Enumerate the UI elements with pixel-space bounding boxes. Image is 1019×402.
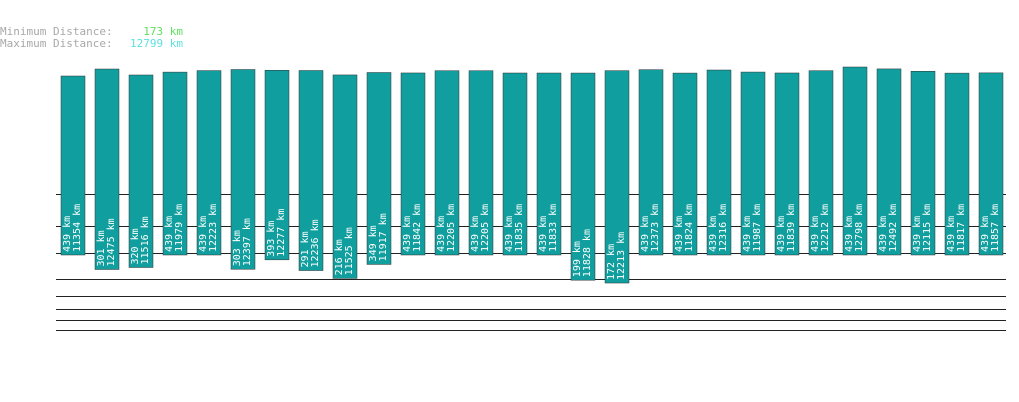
range-bar: [94, 68, 120, 270]
max-label: 12213 km: [616, 232, 627, 280]
min-label: 439 km: [708, 216, 719, 252]
max-label: 11525 km: [344, 227, 355, 275]
min-label: 439 km: [164, 216, 175, 252]
max-label: 11833 km: [548, 204, 559, 252]
range-bar: [978, 72, 1004, 256]
range-bar: [774, 72, 800, 256]
min-label: Minimum Distance:: [0, 25, 113, 38]
max-label: 11824 km: [684, 204, 695, 252]
min-label: 303 km: [232, 230, 243, 266]
min-label: 439 km: [810, 216, 821, 252]
range-bar: [366, 72, 392, 265]
max-label: 11979 km: [174, 204, 185, 252]
range-bar: [298, 70, 324, 271]
max-label: 12205 km: [480, 204, 491, 252]
max-label: 11857 km: [990, 204, 1001, 252]
max-label: 12223 km: [208, 204, 219, 252]
range-bar: [570, 72, 596, 281]
range-bar: [706, 69, 732, 256]
max-label: 11842 km: [412, 204, 423, 252]
range-bar: [264, 69, 290, 261]
min-label: 199 km: [572, 241, 583, 277]
min-label: 439 km: [640, 216, 651, 252]
max-label: 12316 km: [718, 204, 729, 252]
min-label: 439 km: [470, 216, 481, 252]
max-label: 12212 km: [820, 204, 831, 252]
max-label: 11516 km: [140, 216, 151, 264]
min-label: 439 km: [946, 216, 957, 252]
max-label: 11839 km: [786, 204, 797, 252]
range-bar: [230, 69, 256, 270]
range-bar: [162, 71, 188, 256]
max-value: 12799 km: [130, 37, 183, 50]
min-label: 439 km: [878, 216, 889, 252]
range-bar: [434, 70, 460, 256]
max-label: 12397 km: [242, 218, 253, 266]
min-label: 172 km: [606, 244, 617, 280]
range-bar: [944, 72, 970, 256]
min-label: 439 km: [538, 216, 549, 252]
range-bar: [502, 72, 528, 256]
min-label: 439 km: [844, 216, 855, 252]
min-label: 439 km: [402, 216, 413, 252]
max-label: 12236 km: [310, 219, 321, 267]
max-label: 12277 km: [276, 209, 287, 257]
min-label: 439 km: [912, 216, 923, 252]
max-label: 12115 km: [922, 204, 933, 252]
min-label: 320 km: [130, 228, 141, 264]
min-label: 393 km: [266, 221, 277, 257]
range-bar: [400, 72, 426, 256]
max-label: 12205 km: [446, 204, 457, 252]
max-label: 11835 km: [514, 204, 525, 252]
range-bar: [196, 70, 222, 256]
max-label: 12492 km: [888, 204, 899, 252]
range-bar: [468, 70, 494, 256]
max-label: 11817 km: [956, 204, 967, 252]
min-label: 216 km: [334, 239, 345, 275]
min-label: 439 km: [504, 216, 515, 252]
min-label: 439 km: [674, 216, 685, 252]
range-bar: [128, 74, 154, 268]
max-label: Maximum Distance:: [0, 37, 113, 50]
min-label: 439 km: [742, 216, 753, 252]
max-label: 12373 km: [650, 204, 661, 252]
max-label: 12475 km: [106, 218, 117, 266]
max-label: 12798 km: [854, 204, 865, 252]
range-bar: [638, 69, 664, 256]
range-bar: [604, 70, 630, 284]
min-label: 439 km: [198, 216, 209, 252]
min-label: 301 km: [96, 230, 107, 266]
range-bar: [332, 74, 358, 279]
range-bar: [808, 70, 834, 256]
min-label: 439 km: [776, 216, 787, 252]
max-label: 11987 km: [752, 204, 763, 252]
range-bar: [910, 71, 936, 256]
min-label: 439 km: [980, 216, 991, 252]
range-bar: [842, 66, 868, 256]
min-label: 349 km: [368, 225, 379, 261]
max-label: 11917 km: [378, 213, 389, 261]
range-bar: [536, 72, 562, 256]
range-bar: [876, 68, 902, 256]
range-bar: [672, 72, 698, 256]
min-value: 173 km: [143, 25, 183, 38]
max-label: 11828 km: [582, 229, 593, 277]
range-bar: [740, 71, 766, 256]
min-label: 439 km: [436, 216, 447, 252]
max-label: 11354 km: [72, 204, 83, 252]
range-bar: [60, 75, 86, 256]
min-label: 291 km: [300, 231, 311, 267]
min-label: 439 km: [62, 216, 73, 252]
